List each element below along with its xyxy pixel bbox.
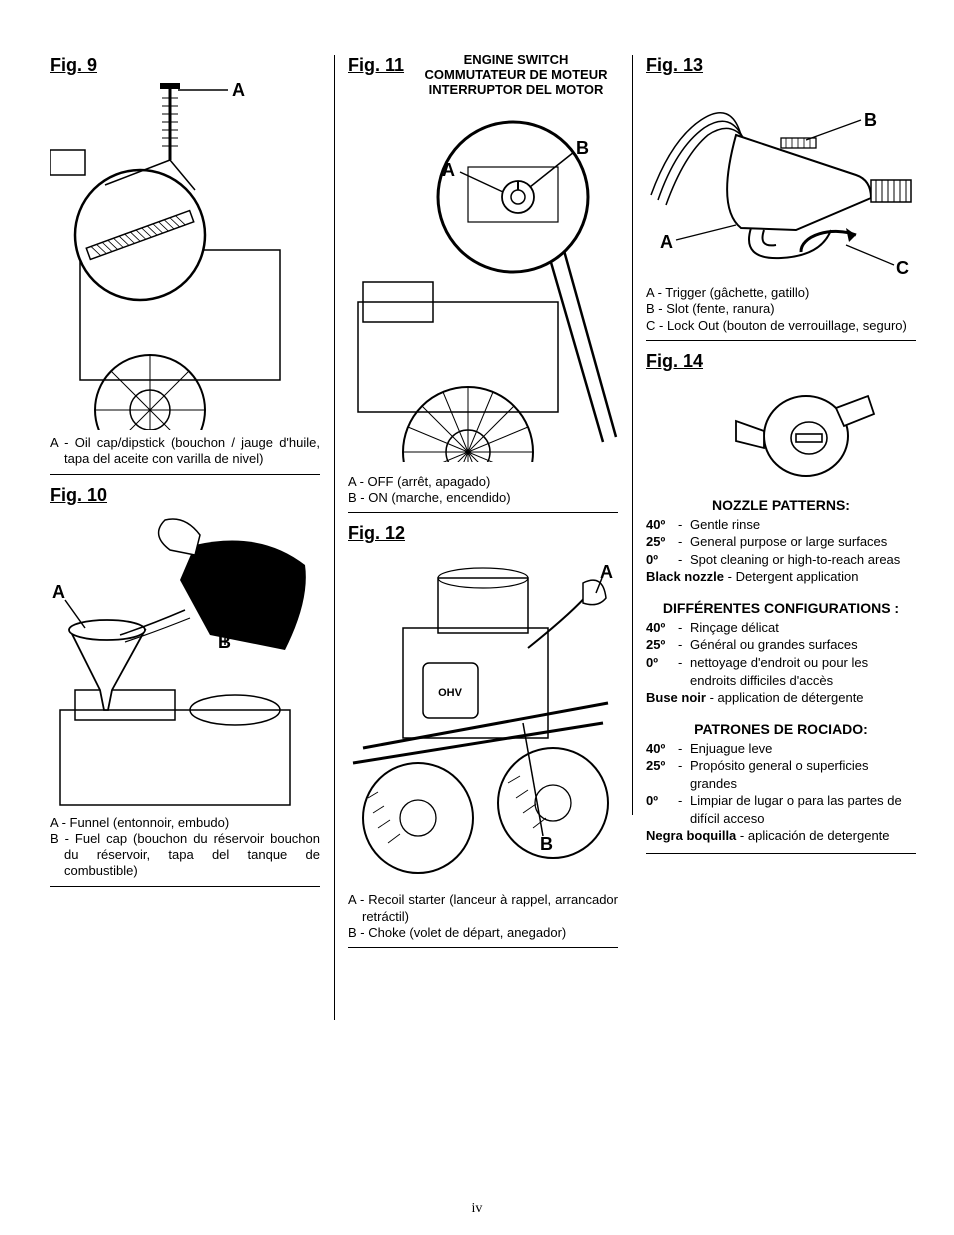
patterns-en-r3: 0º-Spot cleaning or high-to-reach areas [646, 551, 916, 569]
fig13-title: Fig. 13 [646, 55, 916, 76]
fig10-diagram: A B [50, 510, 320, 810]
patterns-fr-r3: 0º-nettoyage d'endroit ou pour les endro… [646, 654, 916, 689]
fig12-caption: A - Recoil starter (lanceur à rappel, ar… [348, 892, 618, 941]
fig12-diagram: OHV [348, 548, 618, 878]
patterns-fr-r1: 40º-Rinçage délicat [646, 619, 916, 637]
fig11-subtitle: ENGINE SWITCH COMMUTATEUR DE MOTEUR INTE… [414, 53, 618, 98]
patterns-es-r2: 25º-Propósito general o superficies gran… [646, 757, 916, 792]
patterns-es-r3: 0º-Limpiar de lugar o para las partes de… [646, 792, 916, 827]
fig11-diagram: A B [348, 102, 618, 462]
fig11-label-b: B [576, 138, 589, 159]
fig10-separator [50, 886, 320, 887]
fig10-label-a: A [52, 582, 65, 603]
page-number: iv [0, 1201, 954, 1217]
patterns-separator [646, 853, 916, 854]
page-columns: Fig. 9 [50, 55, 909, 1135]
fig9-title: Fig. 9 [50, 55, 320, 76]
fig10-caption: A - Funnel (entonnoir, embudo) B - Fuel … [50, 815, 320, 880]
patterns-en: 40º-Gentle rinse 25º-General purpose or … [646, 516, 916, 586]
fig14-diagram [646, 376, 916, 491]
fig13-caption-a: A - Trigger (gâchette, gatillo) [646, 285, 916, 301]
patterns-es-r4: Negra boquilla - aplicación de detergent… [646, 827, 916, 845]
fig9-caption-a: A - Oil cap/dipstick (bouchon / jauge d'… [50, 435, 320, 468]
patterns-fr-r4: Buse noir - application de détergente [646, 689, 916, 707]
patterns-es-r1: 40º-Enjuague leve [646, 740, 916, 758]
patterns-fr-r2: 25º-Général ou grandes surfaces [646, 636, 916, 654]
fig12-caption-b: B - Choke (volet de départ, anegador) [348, 925, 618, 941]
patterns-fr-title: DIFFÉRENTES CONFIGURATIONS : [646, 600, 916, 616]
patterns-en-title: NOZZLE PATTERNS: [646, 497, 916, 513]
column-2: Fig. 11 ENGINE SWITCH COMMUTATEUR DE MOT… [348, 55, 618, 1135]
patterns-es-title: PATRONES DE ROCIADO: [646, 721, 916, 737]
fig14-title: Fig. 14 [646, 351, 916, 372]
fig9-svg [50, 80, 320, 430]
fig13-diagram: B A C [646, 80, 916, 280]
fig12-svg: OHV [348, 548, 618, 878]
fig10-caption-b: B - Fuel cap (bouchon du réservoir bouch… [50, 831, 320, 880]
fig12-separator [348, 947, 618, 948]
column-3: Fig. 13 [646, 55, 916, 1135]
fig13-caption-c: C - Lock Out (bouton de verrouillage, se… [646, 318, 916, 334]
fig11-caption: A - OFF (arrêt, apagado) B - ON (marche,… [348, 474, 618, 507]
fig13-label-b: B [864, 110, 877, 131]
fig11-title: Fig. 11 [348, 55, 404, 76]
col2-divider [334, 55, 335, 1020]
fig9-label-a: A [232, 80, 245, 101]
fig13-label-c: C [896, 258, 909, 279]
fig10-title: Fig. 10 [50, 485, 320, 506]
fig14-svg [646, 376, 916, 491]
patterns-fr: 40º-Rinçage délicat 25º-Général ou grand… [646, 619, 916, 707]
fig11-label-a: A [442, 160, 455, 181]
fig11-caption-b: B - ON (marche, encendido) [348, 490, 618, 506]
fig12-caption-a: A - Recoil starter (lanceur à rappel, ar… [348, 892, 618, 925]
fig11-sub2: COMMUTATEUR DE MOTEUR [425, 67, 608, 82]
fig12-label-a: A [600, 562, 613, 583]
patterns-en-r4: Black nozzle - Detergent application [646, 568, 916, 586]
column-1: Fig. 9 [50, 55, 320, 1135]
patterns-en-r1: 40º-Gentle rinse [646, 516, 916, 534]
fig11-caption-a: A - OFF (arrêt, apagado) [348, 474, 618, 490]
svg-text:OHV: OHV [438, 687, 463, 699]
fig9-separator [50, 474, 320, 475]
fig11-separator [348, 512, 618, 513]
fig13-caption-b: B - Slot (fente, ranura) [646, 301, 916, 317]
patterns-es: 40º-Enjuague leve 25º-Propósito general … [646, 740, 916, 845]
fig9-caption: A - Oil cap/dipstick (bouchon / jauge d'… [50, 435, 320, 468]
fig12-title: Fig. 12 [348, 523, 618, 544]
fig13-label-a: A [660, 232, 673, 253]
fig11-sub1: ENGINE SWITCH [464, 52, 569, 67]
fig12-label-b: B [540, 834, 553, 855]
fig10-svg [50, 510, 320, 810]
fig11-sub3: INTERRUPTOR DEL MOTOR [429, 82, 604, 97]
fig13-separator [646, 340, 916, 341]
fig10-caption-a: A - Funnel (entonnoir, embudo) [50, 815, 320, 831]
fig9-diagram: A [50, 80, 320, 430]
fig13-caption: A - Trigger (gâchette, gatillo) B - Slot… [646, 285, 916, 334]
patterns-en-r2: 25º-General purpose or large surfaces [646, 533, 916, 551]
fig10-label-b: B [218, 632, 231, 653]
col3-divider [632, 55, 633, 815]
